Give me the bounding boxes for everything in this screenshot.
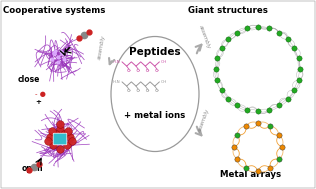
Text: H₂N: H₂N [113, 60, 121, 64]
Text: H₂N: H₂N [113, 80, 121, 84]
FancyBboxPatch shape [53, 133, 67, 145]
Text: OH: OH [161, 80, 167, 84]
Text: - ●: - ● [35, 91, 46, 97]
Text: open: open [22, 164, 44, 173]
Text: close: close [18, 75, 40, 84]
Text: assembly: assembly [198, 25, 211, 50]
Text: +: + [35, 99, 41, 105]
Text: Metal arrays: Metal arrays [220, 170, 281, 179]
Text: + metal ions: + metal ions [125, 112, 185, 121]
Text: Cooperative systems: Cooperative systems [3, 6, 105, 15]
Text: assembly: assembly [198, 108, 211, 133]
Text: OH: OH [161, 60, 167, 64]
Ellipse shape [111, 36, 199, 152]
Text: Peptides: Peptides [129, 47, 181, 57]
Text: Giant structures: Giant structures [188, 6, 268, 15]
Text: assembly: assembly [97, 34, 106, 60]
